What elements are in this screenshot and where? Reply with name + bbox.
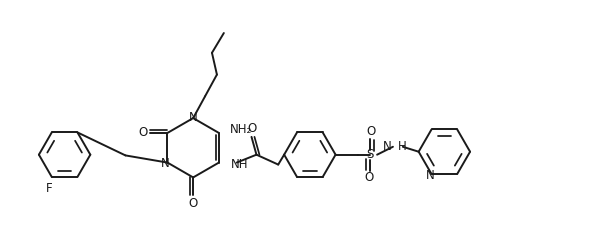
Text: NH₂: NH₂ <box>230 123 252 136</box>
Text: O: O <box>247 122 256 136</box>
Text: O: O <box>365 171 374 184</box>
Text: N: N <box>161 157 170 170</box>
Text: O: O <box>188 197 198 210</box>
Text: O: O <box>367 125 376 138</box>
Text: S: S <box>367 148 374 161</box>
Text: N: N <box>189 111 197 123</box>
Text: N: N <box>383 140 392 153</box>
Text: N: N <box>426 169 435 182</box>
Text: NH: NH <box>231 158 248 171</box>
Text: O: O <box>138 127 147 139</box>
Text: H: H <box>398 140 407 153</box>
Text: F: F <box>45 182 52 195</box>
